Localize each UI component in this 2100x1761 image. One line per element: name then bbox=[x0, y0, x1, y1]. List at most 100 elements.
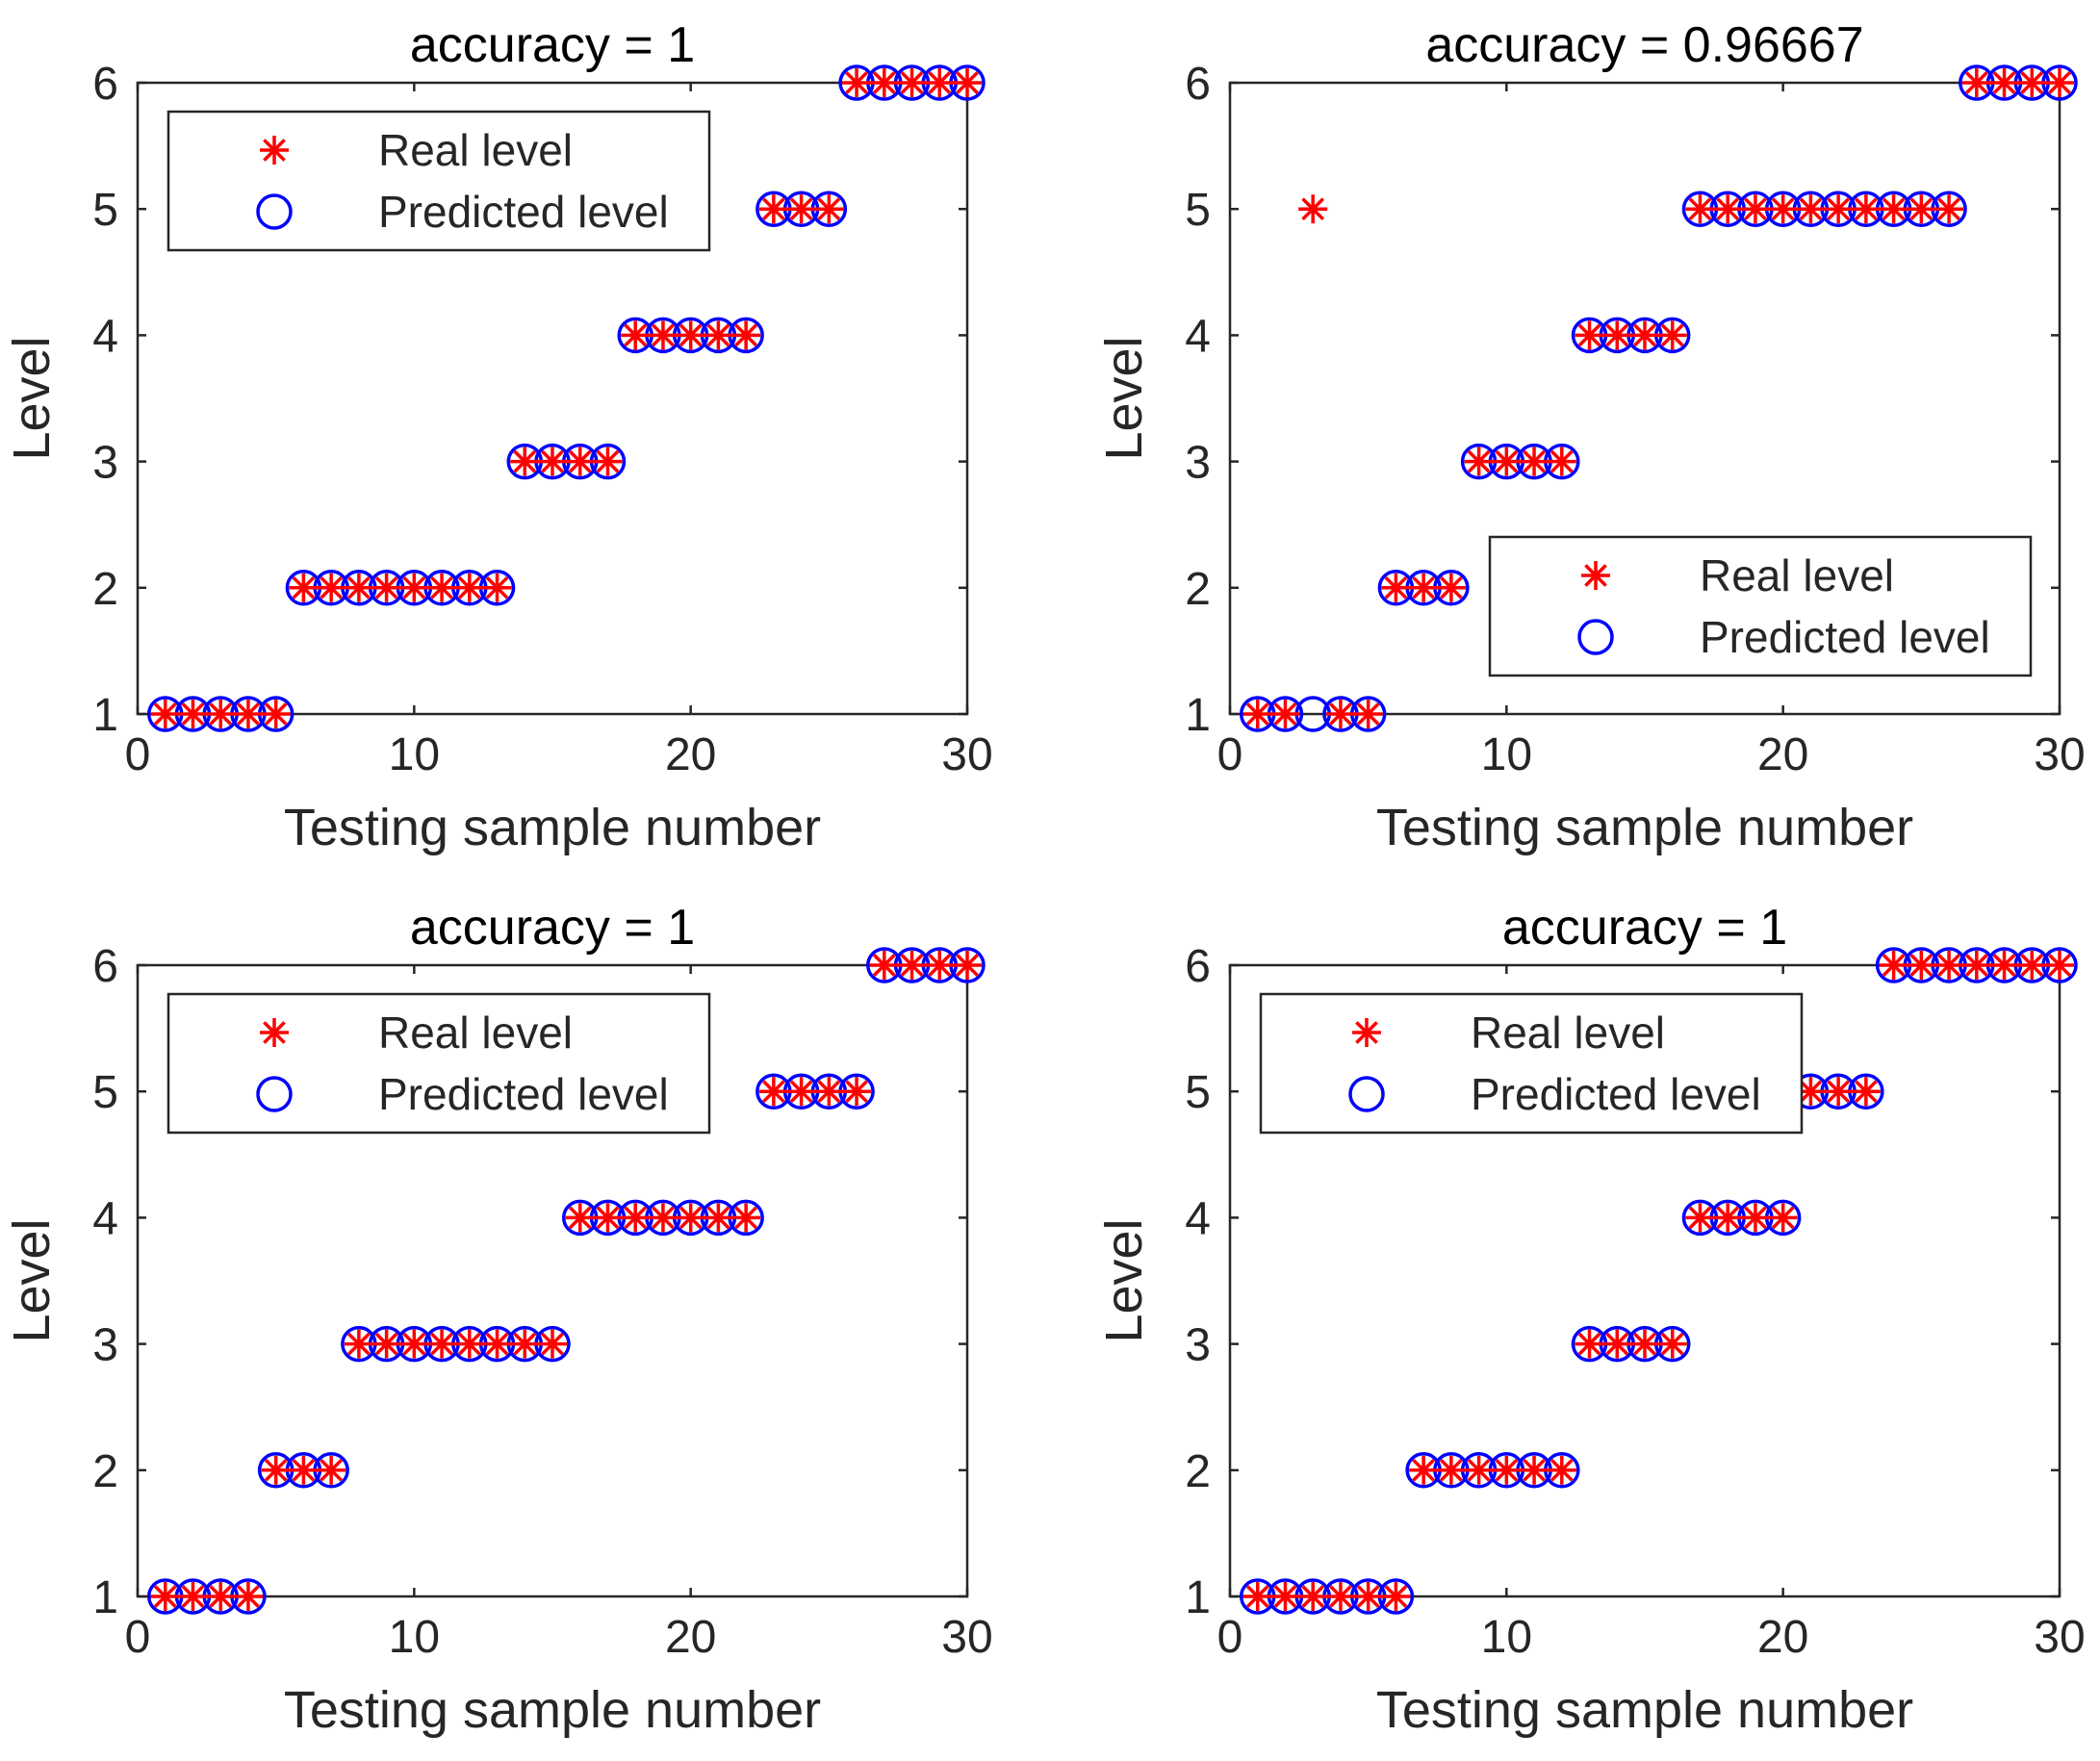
star-stroke bbox=[1855, 1080, 1878, 1104]
star-stroke bbox=[1329, 702, 1352, 726]
real-point bbox=[1602, 1329, 1632, 1359]
star-stroke bbox=[2020, 954, 2044, 977]
star-stroke bbox=[1577, 323, 1601, 347]
star-stroke bbox=[900, 71, 924, 94]
star-stroke bbox=[1384, 1585, 1408, 1608]
y-tick-label: 2 bbox=[1185, 1446, 1211, 1497]
real-point bbox=[676, 320, 705, 350]
real-point bbox=[814, 194, 844, 224]
real-point bbox=[565, 447, 595, 476]
star-stroke bbox=[1744, 1206, 1767, 1230]
legend-box bbox=[1259, 992, 1804, 1135]
real-point bbox=[1851, 1077, 1881, 1107]
legend-label-predicted: Predicted level bbox=[378, 187, 669, 237]
legend-box bbox=[1488, 535, 2033, 677]
real-point bbox=[953, 68, 982, 97]
real-point bbox=[261, 700, 291, 728]
y-tick-label: 6 bbox=[92, 941, 118, 992]
real-point bbox=[648, 320, 678, 350]
real-point bbox=[1242, 700, 1272, 728]
real-point bbox=[1879, 951, 1908, 980]
star-stroke bbox=[1964, 71, 1988, 94]
y-tick-label: 2 bbox=[1185, 564, 1211, 615]
star-stroke bbox=[845, 71, 868, 94]
star-stroke bbox=[1356, 1585, 1380, 1608]
x-tick-label: 0 bbox=[1217, 1612, 1243, 1663]
real-point bbox=[1298, 1582, 1328, 1611]
x-axis-label: Testing sample number bbox=[1376, 1681, 1913, 1739]
real-point bbox=[1713, 194, 1743, 224]
star-stroke bbox=[1467, 1458, 1491, 1482]
star-stroke bbox=[237, 702, 260, 726]
real-point bbox=[289, 573, 319, 602]
y-tick-label: 2 bbox=[92, 564, 118, 615]
star-stroke bbox=[734, 323, 757, 347]
legend: Real level Predicted level bbox=[1259, 992, 1804, 1135]
star-stroke bbox=[624, 1206, 648, 1230]
real-point bbox=[261, 1455, 291, 1485]
star-stroke bbox=[1688, 1206, 1712, 1230]
star-stroke bbox=[1273, 702, 1297, 726]
star-stroke bbox=[817, 1080, 841, 1104]
x-tick-label: 20 bbox=[665, 729, 716, 780]
real-point bbox=[1824, 194, 1854, 224]
star-stroke bbox=[1771, 1206, 1795, 1230]
star-stroke bbox=[928, 954, 952, 977]
real-point bbox=[1492, 1455, 1522, 1485]
real-point bbox=[399, 573, 429, 602]
star-stroke bbox=[1937, 954, 1960, 977]
star-stroke bbox=[209, 702, 233, 726]
real-point bbox=[1575, 320, 1604, 350]
subplot-2: 0 10 20 30 1 2 3 4 5 6 accuracy = 0.96667 Testing s… bbox=[1095, 17, 2086, 856]
star-stroke bbox=[1329, 1585, 1352, 1608]
star-stroke bbox=[1245, 1585, 1269, 1608]
real-point bbox=[344, 573, 373, 602]
star-stroke bbox=[1355, 1021, 1378, 1044]
real-point bbox=[1325, 700, 1355, 728]
star-stroke bbox=[596, 449, 620, 473]
y-tick-label: 4 bbox=[92, 311, 118, 362]
real-point bbox=[1520, 1455, 1549, 1485]
star-stroke bbox=[1245, 702, 1269, 726]
star-stroke bbox=[181, 1585, 205, 1608]
x-tick-label: 20 bbox=[665, 1612, 716, 1663]
x-tick-label: 0 bbox=[1217, 729, 1243, 780]
star-stroke bbox=[181, 702, 205, 726]
star-stroke bbox=[652, 323, 675, 347]
real-point bbox=[150, 700, 180, 728]
star-stroke bbox=[1964, 954, 1988, 977]
real-point bbox=[371, 573, 401, 602]
real-point bbox=[1492, 447, 1522, 476]
legend-box bbox=[166, 110, 711, 252]
star-stroke bbox=[292, 1458, 316, 1482]
real-point bbox=[704, 320, 733, 350]
legend-label-real: Real level bbox=[378, 1008, 573, 1058]
star-stroke bbox=[679, 1206, 703, 1230]
real-point bbox=[842, 68, 872, 97]
star-stroke bbox=[1992, 954, 2016, 977]
star-stroke bbox=[541, 449, 564, 473]
star-stroke bbox=[1384, 575, 1408, 600]
star-stroke bbox=[1827, 1080, 1850, 1104]
real-point bbox=[1270, 700, 1300, 728]
star-stroke bbox=[1633, 323, 1656, 347]
real-point bbox=[1436, 1455, 1466, 1485]
star-stroke bbox=[596, 1206, 620, 1230]
y-tick-label: 1 bbox=[1185, 1572, 1211, 1623]
star-stroke bbox=[1440, 575, 1463, 600]
star-stroke bbox=[900, 954, 924, 977]
star-stroke bbox=[374, 575, 398, 600]
x-tick-label: 0 bbox=[125, 729, 151, 780]
star-stroke bbox=[734, 1206, 757, 1230]
real-point bbox=[233, 700, 263, 728]
star-stroke bbox=[485, 1332, 509, 1356]
real-point bbox=[1989, 951, 2019, 980]
star-stroke bbox=[264, 702, 288, 726]
x-tick-label: 30 bbox=[941, 729, 992, 780]
star-stroke bbox=[1412, 575, 1435, 600]
real-point bbox=[842, 1077, 872, 1107]
real-point bbox=[1325, 1582, 1355, 1611]
star-stroke bbox=[624, 323, 648, 347]
real-point bbox=[869, 951, 899, 980]
